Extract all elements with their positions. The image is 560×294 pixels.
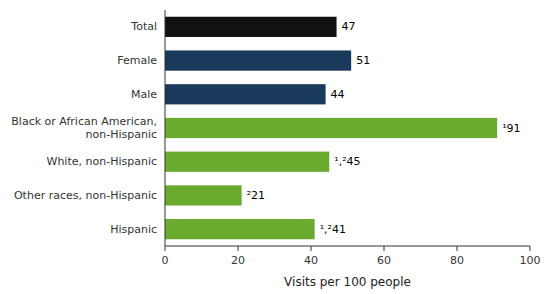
x-tick-label: 80 [450,254,464,267]
bar [165,84,326,104]
bar [165,50,351,70]
data-label: 47 [342,20,356,33]
x-tick-label: 40 [304,254,318,267]
x-tick-label: 100 [520,254,541,267]
y-tick-label: Total [130,20,157,33]
x-tick-label: 60 [377,254,391,267]
y-tick-label: Black or African American,non-Hispanic [11,115,157,141]
data-label: ¹91 [502,122,520,135]
x-tick [457,246,458,251]
bar [165,185,242,205]
bar [165,152,329,172]
x-tick [238,246,239,251]
y-tick-label: Other races, non-Hispanic [14,189,157,202]
x-tick [384,246,385,251]
bar [165,118,497,138]
y-tick-label: Male [131,88,157,101]
data-label: 51 [356,54,370,67]
x-tick [530,246,531,251]
y-tick-label: Hispanic [110,223,157,236]
x-axis-line [165,246,530,247]
data-label: ²21 [247,189,265,202]
y-tick-label: White, non-Hispanic [47,155,157,168]
data-label: ¹,²45 [334,155,360,168]
bar [165,219,315,239]
chart: ¹,²41 ²21 ¹,²45 ¹91 44 51 47 0 20 40 60 80 100 Hispan… [0,0,560,294]
bar [165,17,337,37]
bars [165,17,497,240]
x-axis-label: Visits per 100 people [284,275,411,289]
y-tick-label: Female [117,54,157,67]
x-tick [165,246,166,251]
data-label: 44 [331,88,345,101]
zero-line [165,10,166,246]
x-tick-label: 20 [231,254,245,267]
x-tick [311,246,312,251]
data-label: ¹,²41 [320,223,346,236]
x-tick-label: 0 [162,254,169,267]
